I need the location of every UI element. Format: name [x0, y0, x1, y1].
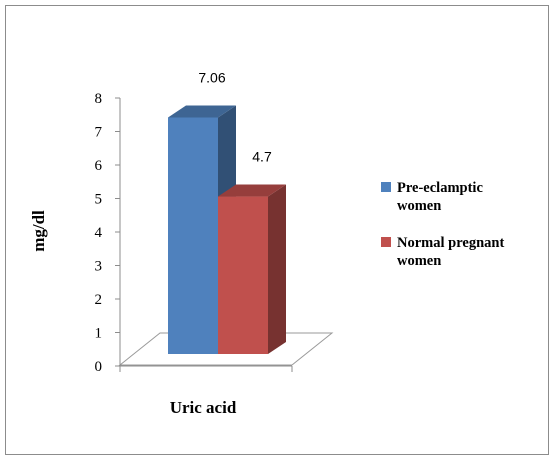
bar-side-face	[268, 184, 286, 354]
bar-normal-pregnant-women	[218, 184, 286, 354]
bar-top-face	[218, 184, 286, 197]
y-tick-label: 7	[95, 125, 103, 141]
legend-swatch	[381, 237, 391, 247]
y-tick-label: 1	[95, 326, 103, 342]
y-tick-label: 5	[95, 192, 103, 208]
x-axis-category-label: Uric acid	[170, 398, 237, 417]
y-tick-label: 6	[95, 158, 103, 174]
data-label: 4.7	[252, 149, 272, 165]
y-tick-label: 4	[95, 225, 103, 241]
data-label: 7.06	[198, 69, 225, 85]
y-tick-label: 3	[95, 259, 103, 275]
legend-swatch	[381, 182, 391, 192]
y-axis-ticks: 0 1 2 3 4 5 6 7 8	[95, 91, 120, 375]
bar-front-face	[168, 117, 218, 355]
y-tick-label: 2	[95, 292, 103, 308]
bars-group	[168, 105, 286, 355]
y-tick-label: 0	[95, 359, 103, 375]
y-tick-label: 8	[95, 91, 103, 107]
legend: Pre-eclamptic women Normal pregnant women	[381, 180, 504, 269]
legend-label: Pre-eclamptic women	[397, 180, 483, 214]
bar-top-face	[168, 105, 236, 118]
data-labels-group: 7.06 4.7	[198, 69, 272, 164]
bar-front-face	[218, 196, 268, 354]
legend-label: Normal pregnant women	[397, 235, 504, 269]
y-axis-title: mg/dl	[29, 210, 48, 252]
